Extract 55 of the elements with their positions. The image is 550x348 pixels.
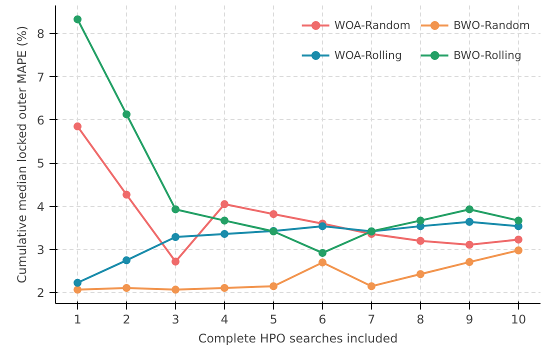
- legend-label: WOA-Rolling: [334, 48, 402, 62]
- point: [416, 236, 424, 245]
- point: [416, 270, 424, 278]
- legend-label: BWO-Random: [453, 18, 530, 32]
- y-tick-label: 5: [36, 156, 45, 171]
- point: [220, 230, 229, 238]
- x-tick-label: 3: [172, 312, 180, 326]
- x-tick-label: 8: [416, 312, 424, 326]
- point: [465, 205, 474, 214]
- x-tick-label: 10: [510, 312, 526, 326]
- point: [514, 216, 522, 225]
- point: [514, 246, 522, 254]
- point: [172, 286, 180, 294]
- x-axis-title: Complete HPO searches included: [198, 332, 398, 346]
- point: [220, 216, 229, 225]
- x-tick-label: 4: [220, 312, 228, 326]
- point: [270, 282, 278, 290]
- y-tick-label: 8: [36, 27, 45, 42]
- y-axis-title: Cumulative median locked outer MAPE (%): [14, 26, 29, 284]
- point: [74, 286, 82, 294]
- point: [514, 236, 522, 244]
- point: [465, 258, 474, 266]
- legend-label: BWO-Rolling: [453, 48, 522, 62]
- y-tick-label: 2: [36, 286, 45, 300]
- point: [416, 216, 424, 225]
- point: [122, 284, 131, 292]
- point: [318, 222, 326, 230]
- point: [270, 210, 278, 218]
- y-tick-label: 6: [36, 113, 45, 128]
- point: [172, 232, 180, 241]
- y-tick-label: 7: [36, 70, 45, 84]
- point: [74, 15, 82, 24]
- x-tick-label: 7: [368, 312, 376, 326]
- point: [465, 218, 474, 226]
- point: [465, 240, 474, 249]
- point: [122, 110, 131, 118]
- point: [172, 205, 180, 214]
- x-tick-label: 1: [74, 312, 82, 326]
- point: [74, 122, 82, 130]
- point: [318, 258, 326, 266]
- x-tick-label: 6: [318, 312, 326, 326]
- point: [122, 256, 131, 264]
- x-tick-label: 2: [122, 312, 130, 326]
- legend-label: WOA-Random: [334, 18, 410, 32]
- point: [172, 258, 180, 266]
- point: [220, 200, 229, 208]
- point: [367, 282, 376, 290]
- point: [220, 284, 229, 292]
- point: [122, 190, 131, 199]
- x-tick-label: 5: [270, 312, 278, 326]
- point: [74, 278, 82, 287]
- y-tick-label: 4: [36, 200, 45, 214]
- point: [318, 248, 326, 257]
- x-tick-label: 9: [466, 312, 474, 326]
- y-tick-label: 3: [36, 243, 45, 258]
